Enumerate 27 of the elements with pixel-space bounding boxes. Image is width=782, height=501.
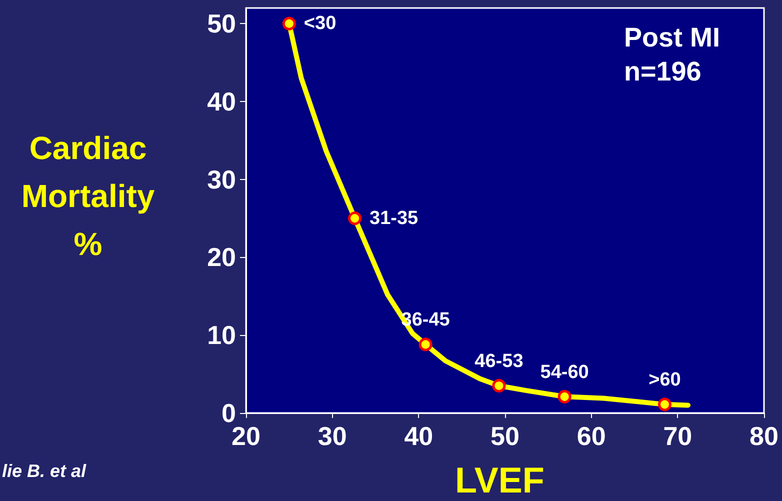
y-tick-label: 50	[207, 8, 236, 39]
point	[418, 338, 432, 352]
y-tick-label: 30	[207, 164, 236, 194]
x-tick-label: 40	[404, 421, 434, 451]
data-label: 46-53	[474, 350, 524, 372]
point	[658, 398, 672, 412]
text: lie B. et al	[2, 461, 88, 481]
x-tick-label: 30	[318, 421, 347, 451]
x-tick-label: 60	[576, 421, 606, 451]
x-tick-label: 80	[750, 421, 778, 451]
y-tick-label: 20	[207, 242, 236, 272]
annotation: Post MI	[624, 22, 720, 52]
point	[492, 378, 506, 392]
point	[348, 212, 362, 226]
x-tick-label: 50	[490, 421, 520, 451]
annotation: n=196	[624, 56, 702, 86]
y-tick-label: 10	[207, 320, 236, 350]
data-label: >60	[648, 370, 681, 391]
point	[558, 390, 572, 404]
y-axis-title: Cardiac Mortality %	[21, 130, 155, 262]
data-label: 31-35	[370, 208, 419, 229]
data-label: <30	[304, 13, 336, 34]
data-label: 54-60	[540, 362, 589, 383]
y-tick-label: 40	[207, 86, 236, 116]
x-axis-title: LVEF	[455, 460, 544, 500]
point	[282, 16, 296, 30]
x-tick-label: 70	[663, 421, 692, 451]
